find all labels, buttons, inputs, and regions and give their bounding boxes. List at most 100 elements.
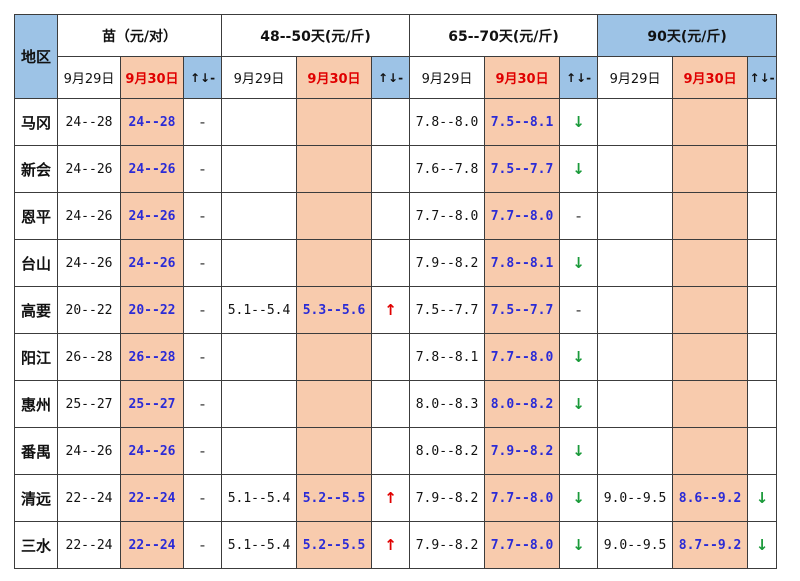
prev-price-cell [597, 98, 674, 146]
curr-price-cell: 8.7--9.2 [672, 521, 749, 569]
prev-date-header: 9月29日 [221, 56, 297, 99]
prev-price-cell: 8.0--8.2 [409, 427, 486, 475]
trend-cell: - [559, 286, 599, 334]
trend-cell [747, 333, 778, 381]
prev-price-cell [597, 239, 674, 287]
prev-price-cell: 7.8--8.0 [409, 98, 486, 146]
trend-cell: - [183, 192, 222, 240]
table-row: 新会 24--26 24--26-7.6--7.8 7.5--7.7 ↓ [14, 145, 778, 193]
trend-cell: - [183, 145, 222, 193]
region-cell: 台山 [14, 239, 58, 287]
prev-price-cell: 8.0--8.3 [409, 380, 486, 428]
trend-cell: - [183, 427, 222, 475]
prev-price-cell [597, 333, 674, 381]
trend-cell [747, 286, 778, 334]
curr-price-cell [296, 192, 372, 240]
region-cell: 阳江 [14, 333, 58, 381]
group-header-seedling: 苗（元/对） [57, 14, 222, 57]
curr-price-cell: 5.2--5.5 [296, 521, 372, 569]
prev-price-cell: 9.0--9.5 [597, 474, 674, 522]
curr-date-header: 9月30日 [672, 56, 749, 99]
curr-price-cell: 20--22 [120, 286, 184, 334]
curr-price-cell: 26--28 [120, 333, 184, 381]
curr-price-cell: 7.7--8.0 [484, 474, 561, 522]
prev-price-cell [597, 427, 674, 475]
curr-price-cell: 22--24 [120, 474, 184, 522]
curr-price-cell: 7.7--8.0 [484, 192, 561, 240]
trend-cell [370, 239, 411, 287]
curr-price-cell [672, 333, 749, 381]
table-row: 惠州 25--27 25--27-8.0--8.3 8.0--8.2 ↓ [14, 380, 778, 428]
trend-cell [370, 333, 411, 381]
prev-price-cell [221, 380, 297, 428]
prev-price-cell: 7.5--7.7 [409, 286, 486, 334]
curr-price-cell [672, 239, 749, 287]
trend-cell: ↑ [370, 286, 411, 334]
trend-cell: ↓ [747, 474, 778, 522]
trend-cell [747, 98, 778, 146]
region-cell: 恩平 [14, 192, 58, 240]
table-row: 阳江 26--28 26--28-7.8--8.1 7.7--8.0 ↓ [14, 333, 778, 381]
region-cell: 马冈 [14, 98, 58, 146]
prev-price-cell: 22--24 [57, 474, 121, 522]
trend-cell: ↓ [559, 145, 599, 193]
table-row: 恩平 24--26 24--26-7.7--8.0 7.7--8.0- [14, 192, 778, 240]
prev-price-cell: 7.9--8.2 [409, 521, 486, 569]
trend-cell: - [183, 98, 222, 146]
group-header-48-50-days: 48--50天(元/斤) [220, 14, 411, 57]
trend-cell: ↑ [370, 521, 411, 569]
trend-header: ↑↓- [370, 56, 411, 99]
curr-price-cell [296, 145, 372, 193]
prev-date-header: 9月29日 [409, 56, 486, 99]
prev-price-cell [221, 427, 297, 475]
prev-price-cell [221, 192, 297, 240]
prev-price-cell: 25--27 [57, 380, 121, 428]
trend-cell [370, 192, 411, 240]
prev-price-cell: 9.0--9.5 [597, 521, 674, 569]
curr-price-cell: 24--26 [120, 427, 184, 475]
curr-date-header: 9月30日 [120, 56, 184, 99]
trend-cell [747, 239, 778, 287]
prev-price-cell: 5.1--5.4 [221, 286, 297, 334]
curr-price-cell: 22--24 [120, 521, 184, 569]
region-cell: 高要 [14, 286, 58, 334]
curr-price-cell [672, 286, 749, 334]
prev-price-cell: 7.6--7.8 [409, 145, 486, 193]
trend-cell: ↓ [559, 380, 599, 428]
curr-price-cell: 8.0--8.2 [484, 380, 561, 428]
prev-price-cell: 26--28 [57, 333, 121, 381]
curr-price-cell [296, 98, 372, 146]
trend-header: ↑↓- [747, 56, 778, 99]
trend-cell [370, 427, 411, 475]
curr-price-cell [672, 380, 749, 428]
region-cell: 清远 [14, 474, 58, 522]
trend-cell: - [183, 521, 222, 569]
trend-cell: ↓ [559, 474, 599, 522]
prev-price-cell: 24--26 [57, 427, 121, 475]
prev-price-cell [221, 145, 297, 193]
region-cell: 三水 [14, 521, 58, 569]
curr-price-cell: 25--27 [120, 380, 184, 428]
curr-price-cell: 24--28 [120, 98, 184, 146]
prev-price-cell: 7.8--8.1 [409, 333, 486, 381]
curr-price-cell: 8.6--9.2 [672, 474, 749, 522]
table-row: 清远 22--24 22--24-5.1--5.4 5.2--5.5 ↑ 7.9--8.2… [14, 474, 778, 522]
curr-price-cell: 7.5--8.1 [484, 98, 561, 146]
trend-cell: ↓ [559, 427, 599, 475]
trend-cell [747, 192, 778, 240]
trend-cell: ↓ [559, 239, 599, 287]
curr-price-cell: 24--26 [120, 192, 184, 240]
trend-header: ↑↓- [559, 56, 599, 99]
table-row: 马冈 24--28 24--28-7.8--8.0 7.5--8.1 ↓ [14, 98, 778, 146]
curr-price-cell: 7.5--7.7 [484, 286, 561, 334]
prev-price-cell: 7.9--8.2 [409, 474, 486, 522]
prev-price-cell: 5.1--5.4 [221, 521, 297, 569]
curr-price-cell: 5.2--5.5 [296, 474, 372, 522]
curr-price-cell: 7.9--8.2 [484, 427, 561, 475]
prev-price-cell [221, 333, 297, 381]
curr-price-cell: 7.5--7.7 [484, 145, 561, 193]
trend-header: ↑↓- [183, 56, 222, 99]
region-cell: 番禺 [14, 427, 58, 475]
curr-price-cell [296, 239, 372, 287]
trend-cell: - [183, 380, 222, 428]
